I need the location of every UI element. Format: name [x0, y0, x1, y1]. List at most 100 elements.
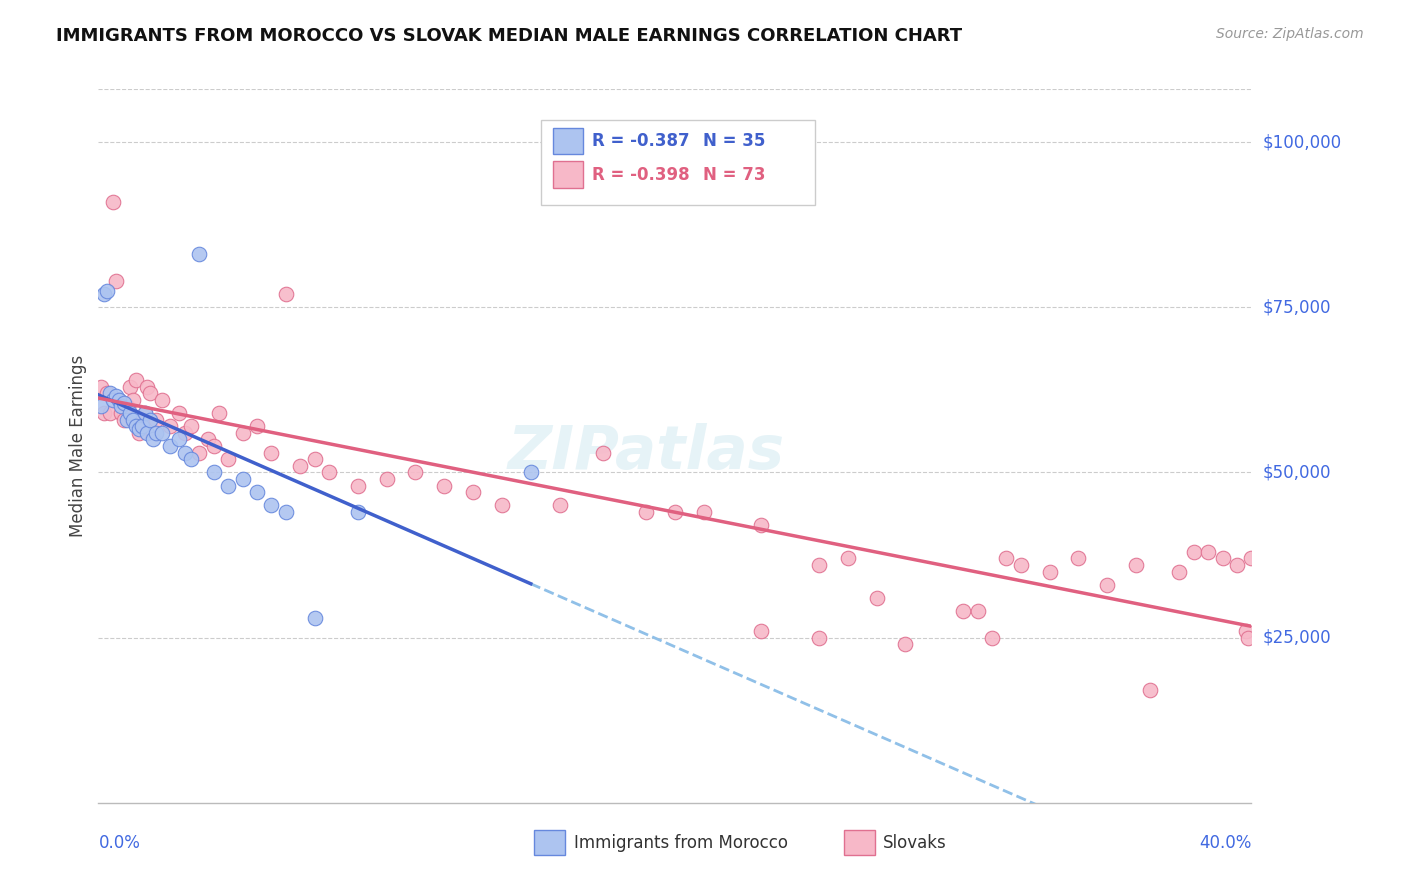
Point	[93, 406, 115, 420]
Point	[136, 425, 159, 440]
Text: 40.0%: 40.0%	[1199, 834, 1251, 852]
Point	[461, 485, 484, 500]
Point	[995, 551, 1018, 566]
Point	[1097, 578, 1119, 592]
Point	[112, 396, 135, 410]
Point	[1197, 545, 1219, 559]
Point	[1139, 683, 1161, 698]
Point	[1125, 558, 1147, 572]
Point	[125, 373, 148, 387]
Point	[807, 631, 830, 645]
Point	[128, 422, 150, 436]
Text: IMMIGRANTS FROM MOROCCO VS SLOVAK MEDIAN MALE EARNINGS CORRELATION CHART: IMMIGRANTS FROM MOROCCO VS SLOVAK MEDIAN…	[56, 27, 962, 45]
Point	[107, 392, 129, 407]
Point	[405, 466, 427, 480]
Point	[246, 419, 269, 434]
Point	[664, 505, 686, 519]
Point	[107, 392, 129, 407]
Point	[1010, 558, 1032, 572]
Point	[98, 406, 121, 420]
Point	[1237, 631, 1260, 645]
Point	[139, 412, 162, 426]
Point	[131, 419, 153, 434]
Point	[188, 445, 211, 459]
Point	[125, 419, 148, 434]
Point	[966, 604, 988, 618]
Point	[1182, 545, 1205, 559]
Point	[274, 287, 297, 301]
Point	[180, 419, 202, 434]
Point	[592, 445, 614, 459]
Point	[520, 466, 543, 480]
Point	[159, 419, 181, 434]
Point	[866, 591, 889, 605]
Text: $50,000: $50,000	[1263, 464, 1331, 482]
Point	[104, 389, 127, 403]
Point	[246, 485, 269, 500]
Point	[104, 274, 127, 288]
Point	[1240, 551, 1263, 566]
Text: $25,000: $25,000	[1263, 629, 1331, 647]
Point	[346, 478, 368, 492]
Point	[93, 287, 115, 301]
Point	[90, 400, 112, 414]
Point	[894, 637, 917, 651]
Point	[548, 499, 571, 513]
Text: Immigrants from Morocco: Immigrants from Morocco	[574, 834, 787, 852]
Point	[167, 433, 190, 447]
Point	[110, 400, 132, 414]
Point	[231, 472, 254, 486]
Point	[174, 425, 197, 440]
Point	[134, 406, 156, 420]
Point	[751, 624, 773, 638]
Point	[1226, 558, 1249, 572]
Point	[1212, 551, 1234, 566]
Point	[636, 505, 658, 519]
Point	[139, 386, 162, 401]
Point	[96, 386, 118, 401]
Text: $100,000: $100,000	[1263, 133, 1341, 151]
Point	[260, 445, 283, 459]
Point	[346, 505, 368, 519]
Point	[134, 406, 156, 420]
Point	[274, 505, 297, 519]
Point	[150, 392, 173, 407]
Point	[122, 412, 145, 426]
Point	[290, 458, 312, 473]
Point	[96, 284, 118, 298]
Point	[174, 445, 197, 459]
Point	[150, 425, 173, 440]
Point	[837, 551, 859, 566]
Point	[208, 406, 231, 420]
Point	[260, 499, 283, 513]
Point	[202, 439, 225, 453]
Point	[693, 505, 716, 519]
Point	[142, 433, 165, 447]
Point	[110, 406, 132, 420]
Point	[167, 406, 190, 420]
Text: R = -0.398: R = -0.398	[592, 166, 689, 184]
Point	[1067, 551, 1090, 566]
Point	[180, 452, 202, 467]
Point	[318, 466, 340, 480]
Point	[131, 412, 153, 426]
Point	[101, 392, 124, 407]
Text: R = -0.387: R = -0.387	[592, 132, 689, 150]
Point	[304, 611, 326, 625]
Point	[145, 412, 167, 426]
Point	[433, 478, 456, 492]
Text: $75,000: $75,000	[1263, 298, 1331, 317]
Point	[1234, 624, 1257, 638]
Point	[1168, 565, 1191, 579]
Point	[188, 247, 211, 261]
Point	[952, 604, 974, 618]
Point	[981, 631, 1004, 645]
Point	[491, 499, 513, 513]
Point	[202, 466, 225, 480]
Point	[375, 472, 398, 486]
Point	[98, 386, 121, 401]
Point	[217, 478, 239, 492]
Text: N = 73: N = 73	[703, 166, 765, 184]
Point	[197, 433, 219, 447]
Text: Source: ZipAtlas.com: Source: ZipAtlas.com	[1216, 27, 1364, 41]
